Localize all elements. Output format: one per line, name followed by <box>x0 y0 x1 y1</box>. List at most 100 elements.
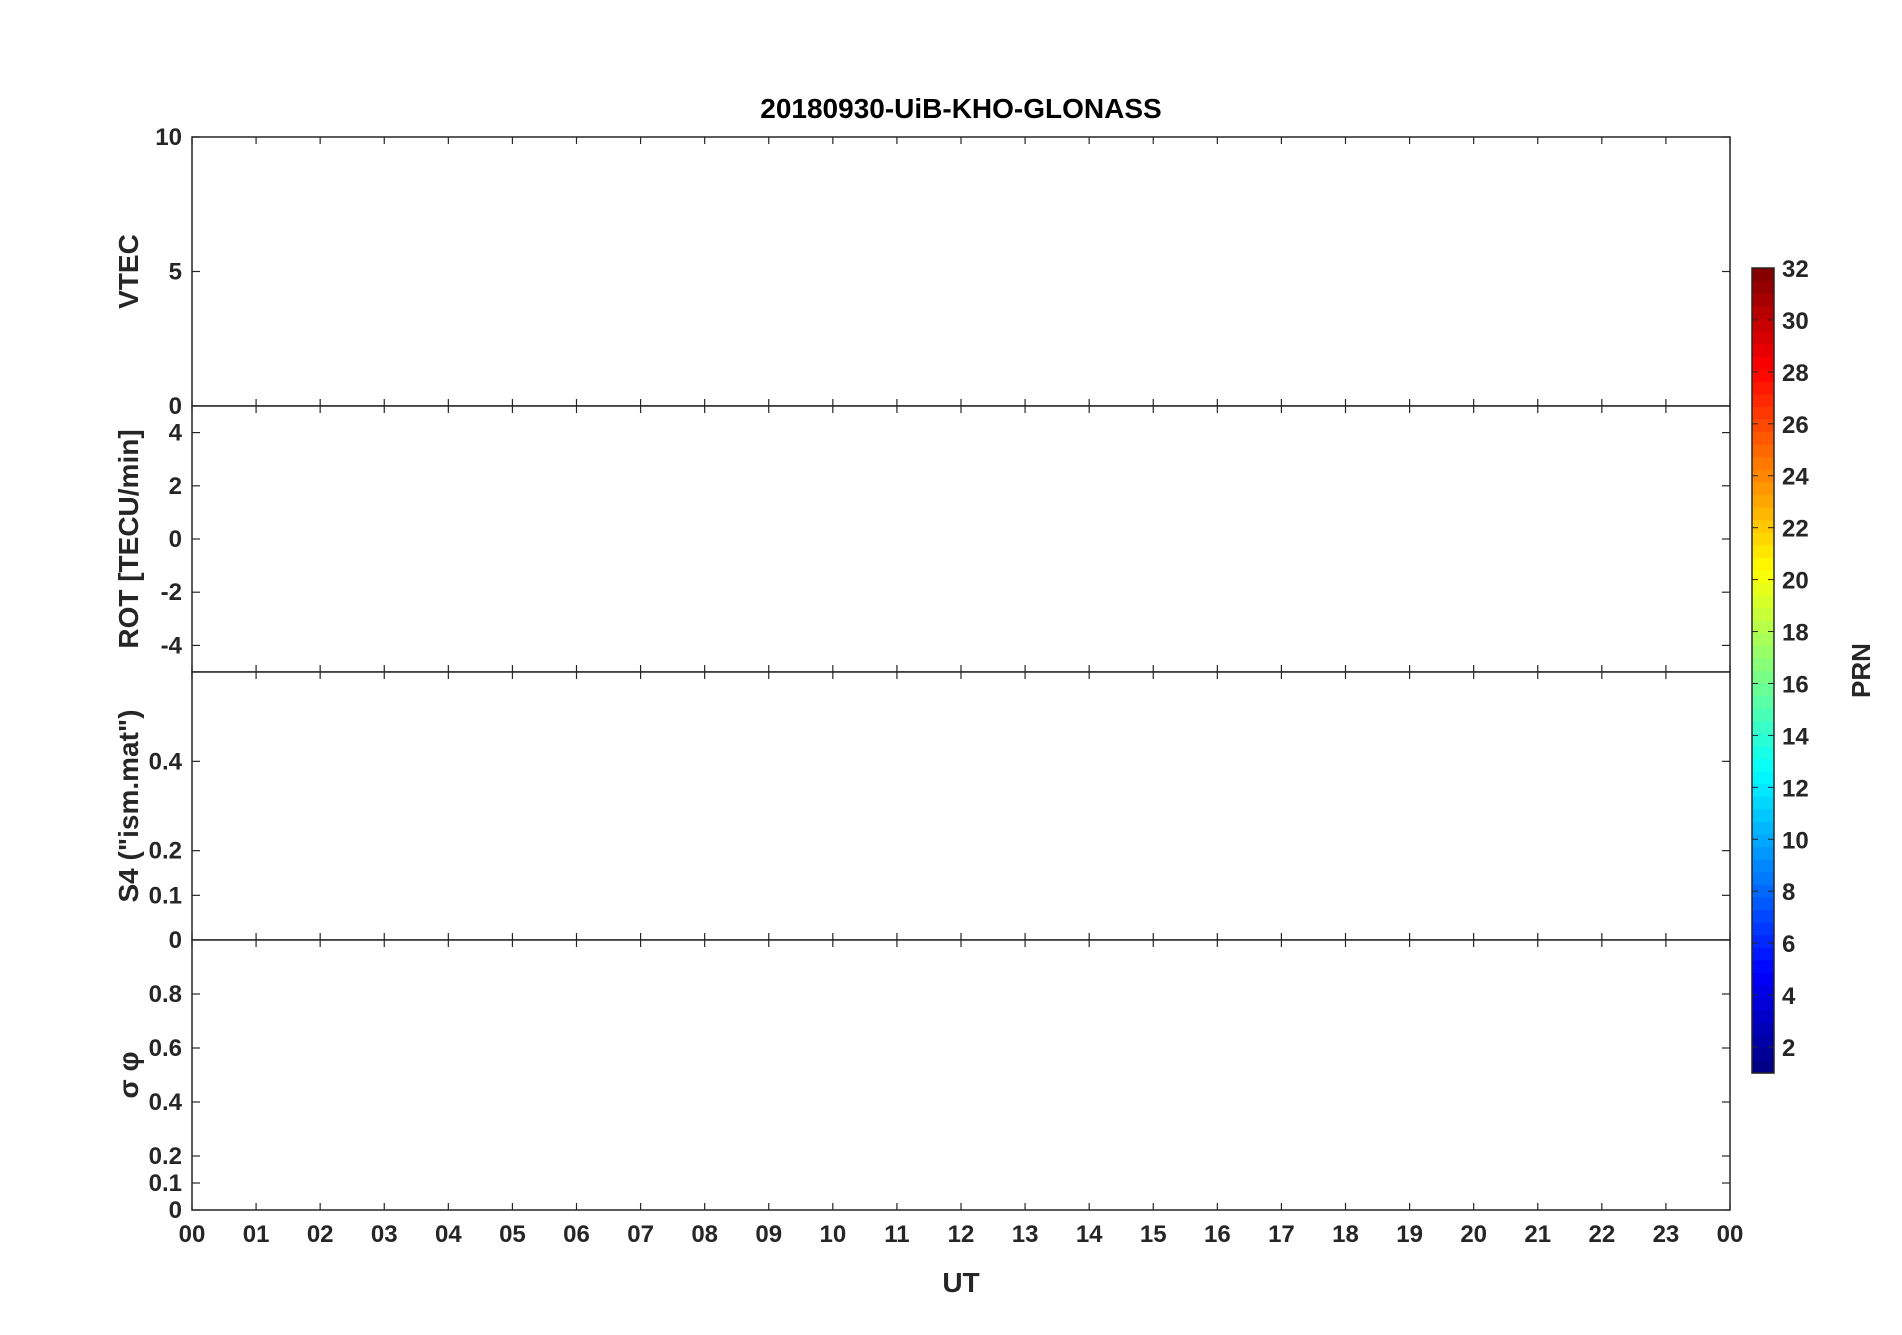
colorbar-segment <box>1752 884 1774 898</box>
colorbar-segment <box>1752 834 1774 848</box>
colorbar-tick-label: 26 <box>1782 412 1809 439</box>
colorbar-segment <box>1752 557 1774 571</box>
x-tick-label: 19 <box>1396 1221 1423 1248</box>
colorbar-segment <box>1752 381 1774 395</box>
y-tick-label-s4: 0 <box>169 927 182 954</box>
colorbar-segment <box>1752 657 1774 672</box>
x-axis-label: UT <box>942 1267 979 1298</box>
colorbar-tick-label: 20 <box>1782 568 1809 595</box>
colorbar-segment <box>1752 280 1774 294</box>
colorbar-tick-label: 28 <box>1782 360 1809 387</box>
colorbar-segment <box>1752 645 1774 659</box>
colorbar-segment <box>1752 1047 1774 1062</box>
colorbar-segment <box>1752 733 1774 747</box>
x-tick-label: 01 <box>243 1221 270 1248</box>
colorbar-segment <box>1752 356 1774 370</box>
colorbar-segment <box>1752 632 1774 646</box>
colorbar-segment <box>1752 909 1774 923</box>
colorbar-segment <box>1752 469 1774 483</box>
y-tick-label-s4: 0.4 <box>149 748 183 775</box>
colorbar-segment <box>1752 544 1774 558</box>
x-tick-label: 00 <box>179 1221 206 1248</box>
colorbar-tick-label: 24 <box>1782 464 1809 491</box>
colorbar-tick-label: 12 <box>1782 775 1809 802</box>
colorbar-tick-label: 2 <box>1782 1035 1795 1062</box>
y-tick-label-sigma_phi: 0.4 <box>149 1089 183 1116</box>
colorbar-tick-label: 22 <box>1782 516 1809 543</box>
x-tick-label: 10 <box>819 1221 846 1248</box>
chart-title: 20180930-UiB-KHO-GLONASS <box>760 93 1161 124</box>
y-tick-label-s4: 0.1 <box>149 882 182 909</box>
x-tick-label: 18 <box>1332 1221 1359 1248</box>
y-tick-label-sigma_phi: 0.8 <box>149 981 182 1008</box>
colorbar-segment <box>1752 796 1774 810</box>
y-axis-label-vtec: VTEC <box>113 234 144 309</box>
colorbar-segment <box>1752 444 1774 458</box>
colorbar-tick-label: 16 <box>1782 671 1809 698</box>
y-tick-label-sigma_phi: 0.6 <box>149 1035 182 1062</box>
colorbar-segment <box>1752 745 1774 760</box>
x-tick-label: 14 <box>1076 1221 1103 1248</box>
colorbar-segment <box>1752 293 1774 307</box>
colorbar-tick-label: 8 <box>1782 879 1795 906</box>
colorbar-segment <box>1752 984 1774 999</box>
colorbar-segment <box>1752 406 1774 420</box>
x-tick-label: 02 <box>307 1221 334 1248</box>
x-tick-label: 03 <box>371 1221 398 1248</box>
colorbar-segment <box>1752 720 1774 734</box>
colorbar-segment <box>1752 947 1774 961</box>
y-tick-label-rot: -2 <box>161 579 182 606</box>
colorbar-tick-label: 18 <box>1782 620 1809 647</box>
x-tick-label: 17 <box>1268 1221 1295 1248</box>
colorbar-segment <box>1752 1010 1774 1024</box>
x-tick-label: 12 <box>948 1221 975 1248</box>
x-tick-label: 05 <box>499 1221 526 1248</box>
x-tick-label: 04 <box>435 1221 462 1248</box>
colorbar-segment <box>1752 821 1774 835</box>
colorbar-segment <box>1752 431 1774 445</box>
colorbar-segment <box>1752 305 1774 319</box>
y-tick-label-vtec: 10 <box>155 124 182 151</box>
colorbar-segment <box>1752 418 1774 433</box>
y-axis-label-s4: S4 ("ism.mat") <box>113 709 144 902</box>
colorbar-segment <box>1752 783 1774 797</box>
colorbar-segment <box>1752 808 1774 823</box>
colorbar-segment <box>1752 620 1774 634</box>
colorbar-segment <box>1752 494 1774 508</box>
y-tick-label-rot: -4 <box>161 632 183 659</box>
panel-frame-sigma_phi <box>191 939 1731 1211</box>
colorbar-segment <box>1752 595 1774 609</box>
colorbar-tick-label: 32 <box>1782 256 1809 283</box>
colorbar-segment <box>1752 607 1774 621</box>
y-tick-label-rot: 2 <box>169 473 182 500</box>
colorbar-segment <box>1752 456 1774 470</box>
x-tick-label: 06 <box>563 1221 590 1248</box>
colorbar-segment <box>1752 569 1774 584</box>
colorbar-segment <box>1752 393 1774 407</box>
x-tick-label: 13 <box>1012 1221 1039 1248</box>
y-tick-label-sigma_phi: 0.1 <box>149 1170 182 1197</box>
colorbar-segment <box>1752 922 1774 936</box>
colorbar-segment <box>1752 532 1774 546</box>
colorbar-segment <box>1752 1022 1774 1036</box>
x-tick-label: 08 <box>691 1221 718 1248</box>
colorbar-segment <box>1752 506 1774 521</box>
colorbar-segment <box>1752 934 1774 948</box>
colorbar-segment <box>1752 343 1774 357</box>
y-tick-label-rot: 4 <box>169 420 183 447</box>
y-axis-label-sigma_phi: σ φ <box>113 1052 144 1099</box>
x-tick-label: 20 <box>1460 1221 1487 1248</box>
colorbar-segment <box>1752 859 1774 873</box>
x-tick-label: 23 <box>1653 1221 1680 1248</box>
panel-frame-vtec <box>191 136 1731 407</box>
colorbar-segment <box>1752 695 1774 709</box>
x-tick-label: 16 <box>1204 1221 1231 1248</box>
colorbar-tick-label: 30 <box>1782 308 1809 335</box>
colorbar-segment <box>1752 758 1774 772</box>
colorbar-segment <box>1752 959 1774 973</box>
y-axis-label-rot: ROT [TECU/min] <box>113 429 144 648</box>
y-tick-label-vtec: 5 <box>169 259 182 286</box>
